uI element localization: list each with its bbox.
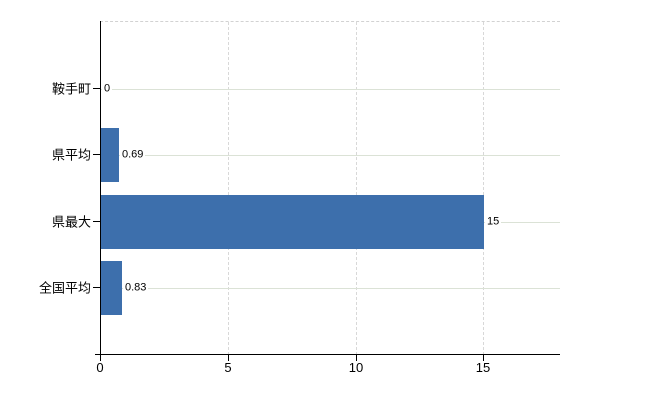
category-label: 県平均 <box>51 147 91 163</box>
y-axis-tick <box>93 88 100 89</box>
x-axis-tick <box>356 354 357 361</box>
bar <box>101 195 484 249</box>
y-gridline <box>100 89 560 90</box>
x-gridline <box>227 22 229 355</box>
x-axis-tick <box>228 354 229 361</box>
y-gridline <box>100 155 560 156</box>
value-label: 15 <box>485 215 502 229</box>
y-gridline <box>100 288 560 289</box>
x-tick-label: 15 <box>475 360 491 375</box>
x-axis-tick <box>483 354 484 361</box>
bar <box>101 261 122 315</box>
x-tick-label: 0 <box>96 360 104 375</box>
x-tick-label: 5 <box>224 360 232 375</box>
y-axis-tick <box>93 287 100 288</box>
y-axis-tick <box>93 221 100 222</box>
x-gridline <box>483 22 485 355</box>
bar <box>101 128 119 182</box>
x-axis-line <box>95 354 560 355</box>
value-label: 0 <box>102 82 113 96</box>
x-tick-label: 10 <box>348 360 364 375</box>
category-label: 全国平均 <box>38 280 91 296</box>
category-label: 鞍手町 <box>51 81 91 97</box>
y-axis-line <box>100 21 101 355</box>
x-axis-tick <box>100 354 101 361</box>
category-label: 県最大 <box>51 214 91 230</box>
y-axis-tick <box>93 154 100 155</box>
value-label: 0.69 <box>120 148 146 162</box>
value-label: 0.83 <box>123 281 149 295</box>
x-gridline <box>355 22 357 355</box>
plot-area: 0 0.69 15 0.83 <box>100 21 560 355</box>
